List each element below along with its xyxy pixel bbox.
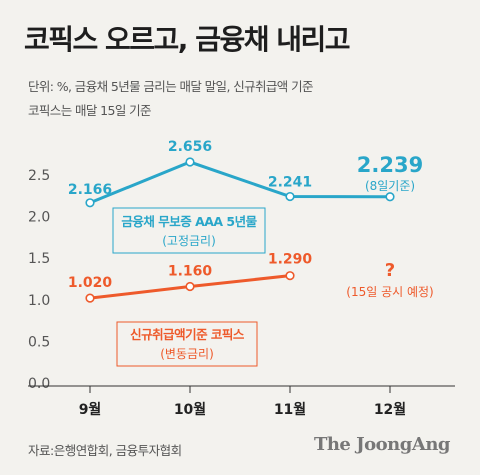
series-line-bond — [89, 160, 391, 205]
legend-sublabel-cofix: (변동금리) — [160, 347, 214, 361]
data-label-note-bond: (8일기준) — [365, 179, 415, 193]
data-point-bond — [385, 192, 395, 202]
y-tick-label: 1.5 — [28, 251, 50, 267]
data-label-cofix: 1.290 — [268, 252, 313, 268]
data-point-bond — [85, 198, 95, 208]
data-label-bond: 2.241 — [268, 175, 312, 191]
data-label-cofix: 1.160 — [168, 263, 213, 279]
data-label-cofix: 1.020 — [68, 275, 113, 291]
legend-sublabel-bond: (고정금리) — [162, 234, 216, 248]
chart-title: 코픽스 오르고, 금융채 내리고 — [24, 23, 351, 56]
source-note: 자료:은행연합회, 금융투자협회 — [28, 443, 182, 458]
y-tick-label: 1.0 — [28, 293, 50, 309]
data-point-cofix — [85, 293, 95, 303]
data-label-bond: 2.656 — [168, 139, 212, 155]
y-tick-label: 0.5 — [28, 334, 50, 350]
legend-label-bond: 금융채 무보증 AAA 5년물 — [121, 214, 257, 229]
y-tick-label: 2.0 — [28, 210, 50, 226]
x-tick-label: 11월 — [274, 401, 306, 418]
pending-mark-cofix: ? — [385, 260, 395, 281]
chart-subtitle-cofix-note: 코픽스는 매달 15일 기준 — [28, 103, 152, 118]
data-point-cofix — [285, 271, 295, 281]
data-point-cofix — [185, 281, 195, 292]
y-tick-label: 2.5 — [28, 168, 50, 184]
brand-logo: The JoongAng — [313, 434, 451, 455]
x-tick-label: 12월 — [374, 401, 406, 418]
y-tick-label: 0.0 — [28, 376, 50, 392]
data-label-bond: 2.166 — [68, 182, 112, 198]
legend-label-cofix: 신규취급액기준 코픽스 — [130, 327, 245, 342]
x-tick-label: 9월 — [79, 401, 102, 418]
data-point-bond — [285, 191, 295, 202]
legend-box-bond — [112, 207, 266, 254]
legend-box-cofix — [116, 321, 258, 367]
chart-subtitle-units: 단위: %, 금융채 5년물 금리는 매달 말일, 신규취급액 기준 — [28, 79, 313, 94]
data-point-bond — [185, 157, 195, 167]
pending-note-cofix: (15일 공시 예정) — [346, 285, 433, 299]
x-tick-label: 10월 — [174, 401, 206, 418]
data-label-bond: 2.239 — [357, 153, 423, 177]
